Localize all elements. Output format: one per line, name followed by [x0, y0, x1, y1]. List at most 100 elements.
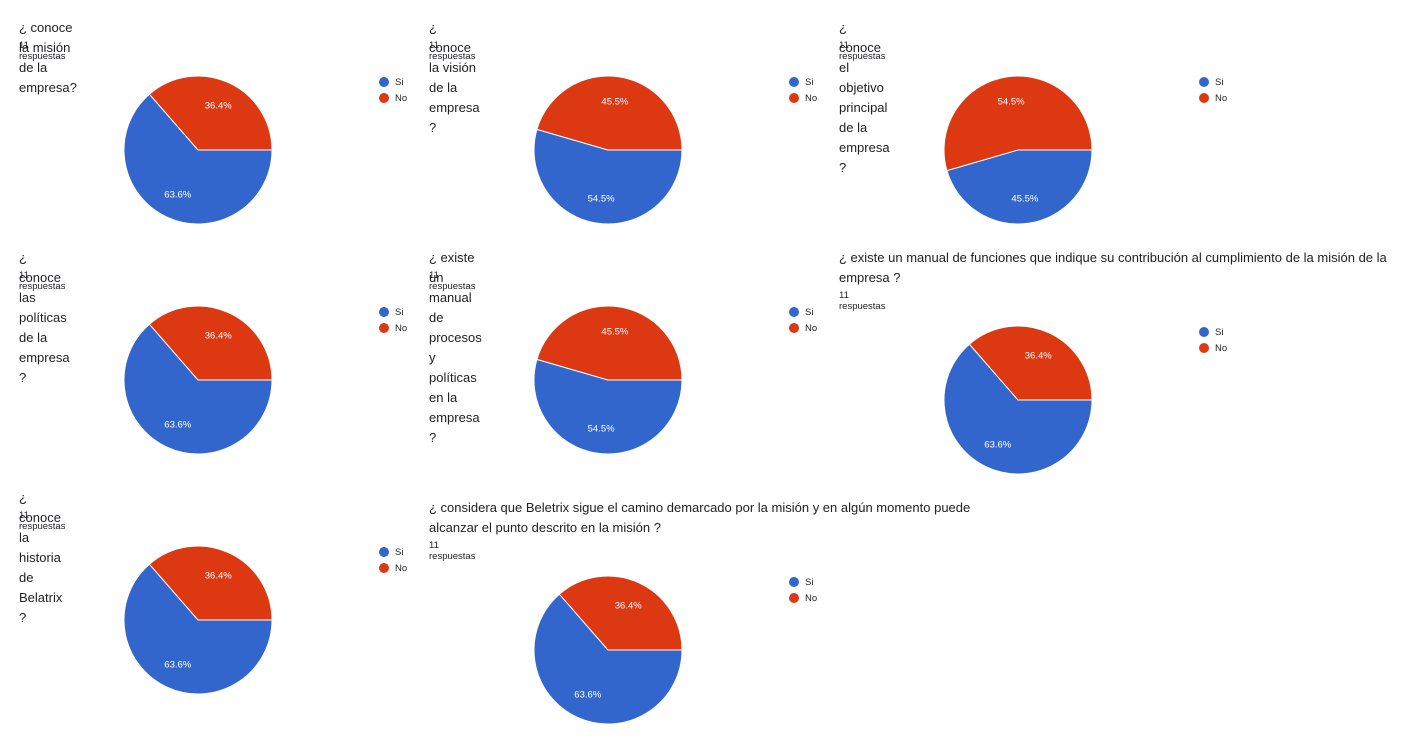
pie-slice-si — [533, 128, 683, 225]
pie-slice-no — [536, 305, 683, 381]
pie-label-no: 36.4% — [205, 571, 232, 582]
pie-slice-no — [148, 305, 273, 381]
legend: Si No — [789, 304, 817, 336]
legend-label: Si — [395, 306, 404, 318]
pie-label-si: 54.5% — [588, 423, 615, 434]
response-count: 11 respuestas — [429, 540, 476, 562]
chart-title: ¿ conoce la historia de Belatrix ? — [19, 490, 63, 625]
legend-label: Si — [805, 76, 814, 88]
pie-label-si: 63.6% — [984, 439, 1011, 450]
legend-swatch — [379, 93, 389, 103]
pie-label-si: 63.6% — [164, 419, 191, 430]
legend-label: No — [805, 92, 818, 104]
response-count: 11 respuestas — [19, 510, 66, 532]
pie-label-si: 63.6% — [164, 659, 191, 670]
pie-chart: 54.5% 45.5% — [533, 75, 683, 225]
legend-swatch — [789, 77, 799, 87]
legend-swatch — [1199, 77, 1209, 87]
response-count: 11 respuestas — [429, 270, 476, 292]
legend-item-si: Si — [379, 544, 407, 560]
legend-label: No — [395, 322, 408, 334]
legend-item-si: Si — [1199, 74, 1227, 90]
legend: Si No — [1199, 324, 1227, 356]
legend-item-si: Si — [789, 74, 817, 90]
response-count: 11 respuestas — [839, 290, 886, 312]
legend-label: Si — [1215, 326, 1224, 338]
legend: Si No — [379, 74, 407, 106]
legend-label: No — [1215, 92, 1228, 104]
pie-slice-no — [536, 75, 683, 151]
legend-swatch — [789, 307, 799, 317]
legend-swatch — [1199, 343, 1209, 353]
legend-swatch — [789, 323, 799, 333]
pie-slice-no — [558, 575, 683, 651]
legend-label: Si — [395, 76, 404, 88]
pie-label-no: 36.4% — [205, 101, 232, 112]
legend-item-no: No — [379, 560, 407, 576]
pie-label-no: 45.5% — [601, 327, 628, 338]
pie-label-no: 36.4% — [1025, 351, 1052, 362]
legend-swatch — [1199, 93, 1209, 103]
legend-label: No — [1215, 342, 1228, 354]
response-count: 11 respuestas — [839, 40, 886, 62]
pie-slice-no — [148, 545, 273, 621]
legend-item-si: Si — [789, 574, 817, 590]
chart-title: ¿ conoce las políticas de la empresa ? — [19, 250, 70, 385]
pie-slice-no — [968, 325, 1093, 401]
response-count: 11 respuestas — [429, 40, 476, 62]
legend-item-no: No — [379, 320, 407, 336]
legend-swatch — [379, 307, 389, 317]
pie-slice-no — [943, 75, 1093, 172]
legend: Si No — [379, 304, 407, 336]
pie-slice-si — [943, 343, 1093, 475]
pie-label-si: 45.5% — [1011, 193, 1038, 204]
legend-label: No — [395, 92, 408, 104]
chart-title: ¿ conoce la misión de la empresa? — [19, 20, 77, 95]
legend-swatch — [789, 593, 799, 603]
legend-item-no: No — [1199, 340, 1227, 356]
legend-swatch — [379, 323, 389, 333]
legend: Si No — [789, 574, 817, 606]
pie-label-si: 63.6% — [574, 689, 601, 700]
pie-slice-si — [123, 323, 273, 455]
chart-title: ¿ considera que Beletrix sigue el camino… — [429, 500, 971, 535]
legend: Si No — [1199, 74, 1227, 106]
legend-label: Si — [805, 306, 814, 318]
chart-title: ¿ conoce la visión de la empresa ? — [429, 20, 480, 135]
pie-chart: 63.6% 36.4% — [123, 545, 273, 695]
pie-slice-no — [148, 75, 273, 151]
legend-item-si: Si — [379, 74, 407, 90]
pie-chart: 63.6% 36.4% — [533, 575, 683, 725]
legend-item-no: No — [379, 90, 407, 106]
pie-chart: 63.6% 36.4% — [943, 325, 1093, 475]
pie-label-no: 36.4% — [615, 601, 642, 612]
legend-item-no: No — [789, 320, 817, 336]
legend-swatch — [379, 547, 389, 557]
chart-title: ¿ existe un manual de funciones que indi… — [839, 250, 1387, 285]
legend-item-no: No — [1199, 90, 1227, 106]
chart-title: ¿ existe un manual de procesos y polític… — [429, 250, 482, 445]
pie-label-no: 36.4% — [205, 331, 232, 342]
pie-slice-si — [123, 93, 273, 225]
legend-swatch — [379, 563, 389, 573]
legend-item-si: Si — [1199, 324, 1227, 340]
pie-slice-si — [123, 563, 273, 695]
legend-item-no: No — [789, 90, 817, 106]
pie-label-si: 63.6% — [164, 189, 191, 200]
legend: Si No — [379, 544, 407, 576]
legend-label: No — [805, 322, 818, 334]
pie-chart: 63.6% 36.4% — [123, 305, 273, 455]
legend-item-si: Si — [789, 304, 817, 320]
legend-swatch — [789, 93, 799, 103]
pie-label-si: 54.5% — [588, 193, 615, 204]
legend: Si No — [789, 74, 817, 106]
legend-label: No — [805, 592, 818, 604]
legend-item-si: Si — [379, 304, 407, 320]
legend-item-no: No — [789, 590, 817, 606]
chart-title: ¿ conoce el objetivo principal de la emp… — [839, 20, 890, 175]
legend-label: Si — [1215, 76, 1224, 88]
response-count: 11 respuestas — [19, 40, 66, 62]
pie-chart: 63.6% 36.4% — [123, 75, 273, 225]
legend-swatch — [379, 77, 389, 87]
pie-chart: 54.5% 45.5% — [533, 305, 683, 455]
